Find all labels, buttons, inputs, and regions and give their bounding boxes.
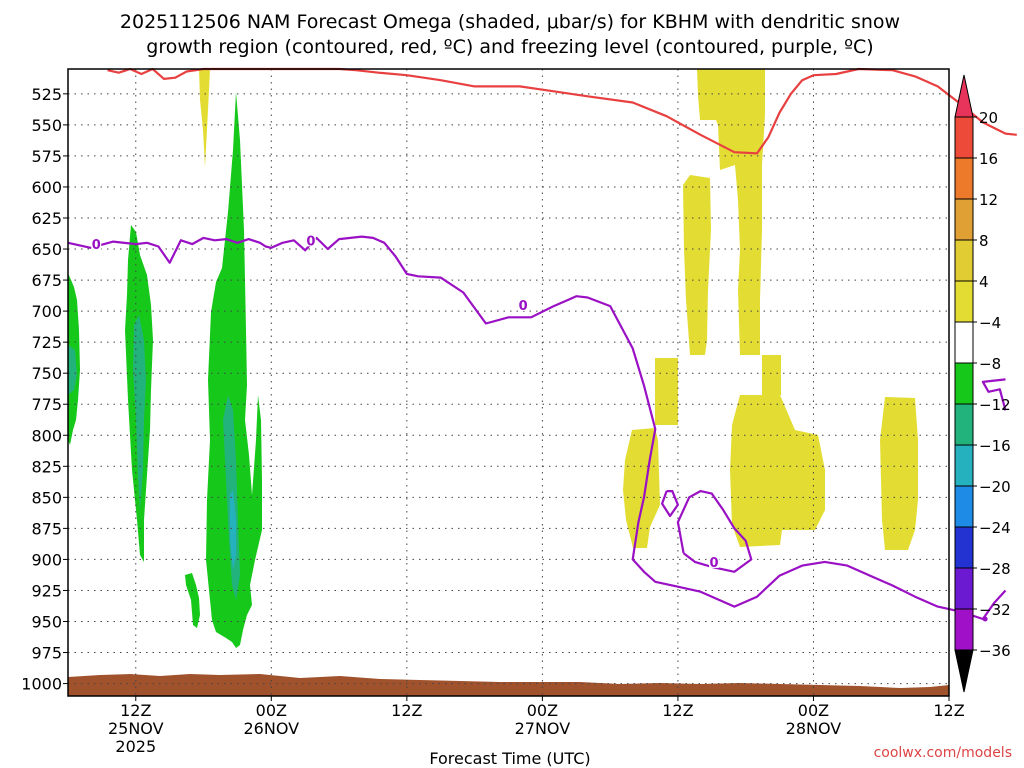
chart-title-line2: growth region (contoured, red, ºC) and f…: [146, 36, 873, 58]
chart-title-line1: 2025112506 NAM Forecast Omega (shaded, μ…: [120, 11, 900, 33]
plot-background: [68, 69, 949, 696]
x-axis-label: Forecast Time (UTC): [429, 749, 590, 768]
y-tick-label: 725: [31, 333, 62, 352]
colorbar-swatch: [955, 117, 973, 158]
colorbar-label: 8: [979, 232, 989, 250]
colorbar-label: 4: [979, 273, 989, 291]
y-tick-label: 625: [31, 209, 62, 228]
x-tick-label: 00Z: [256, 701, 287, 720]
y-tick-label: 550: [31, 116, 62, 135]
omega-region-yellow-e: [762, 355, 781, 395]
omega-region-yellow-g: [880, 397, 918, 550]
colorbar-swatch: [955, 527, 973, 568]
y-tick-label: 700: [31, 302, 62, 321]
colorbar-swatch: [955, 281, 973, 322]
x-tick-date: 25NOV: [108, 719, 164, 738]
y-axis: 525 550 575 600 625 650 675 700 725 750 775 800 825 8…: [21, 85, 68, 694]
contour-label: 0: [92, 238, 101, 253]
x-tick-label: 12Z: [933, 701, 964, 720]
colorbar-label: 16: [979, 150, 998, 168]
y-tick-label: 1000: [21, 675, 62, 694]
colorbar-label: −20: [979, 478, 1011, 496]
colorbar-swatch: [955, 240, 973, 281]
plot-area: 0 0 0 0: [68, 69, 1017, 696]
x-tick-date: 26NOV: [244, 719, 300, 738]
y-tick-label: 950: [31, 613, 62, 632]
omega-time-height-chart: 2025112506 NAM Forecast Omega (shaded, μ…: [0, 0, 1024, 768]
colorbar-label: −36: [979, 642, 1011, 660]
omega-region-yellow-c: [655, 358, 678, 425]
colorbar-swatch: [955, 363, 973, 404]
y-tick-label: 600: [31, 178, 62, 197]
y-tick-label: 675: [31, 271, 62, 290]
x-tick-label: 00Z: [527, 701, 558, 720]
colorbar-top-arrow: [955, 75, 973, 117]
contour-label: 0: [306, 234, 315, 249]
colorbar-swatch: [955, 404, 973, 445]
y-tick-label: 850: [31, 488, 62, 507]
colorbar-swatch: [955, 322, 973, 363]
x-tick-date: 28NOV: [786, 719, 842, 738]
colorbar-swatch: [955, 486, 973, 527]
colorbar-label: −12: [979, 396, 1011, 414]
colorbar-swatch: [955, 445, 973, 486]
y-tick-label: 750: [31, 364, 62, 383]
y-tick-label: 575: [31, 147, 62, 166]
colorbar-bottom-arrow: [955, 650, 973, 692]
colorbar-swatch: [955, 199, 973, 240]
x-tick-label: 00Z: [798, 701, 829, 720]
colorbar-label: −24: [979, 519, 1011, 537]
y-tick-label: 975: [31, 644, 62, 663]
colorbar-label: −16: [979, 437, 1011, 455]
colorbar-label: −4: [979, 314, 1001, 332]
x-tick-label: 12Z: [662, 701, 693, 720]
y-tick-label: 900: [31, 550, 62, 569]
colorbar-swatch: [955, 609, 973, 650]
colorbar-label: −28: [979, 560, 1011, 578]
contour-label: 0: [519, 299, 528, 314]
colorbar-label: −8: [979, 355, 1001, 373]
y-tick-label: 800: [31, 426, 62, 445]
colorbar-swatch: [955, 568, 973, 609]
contour-label: 0: [710, 556, 719, 571]
colorbar-label: −32: [979, 601, 1011, 619]
y-tick-label: 650: [31, 240, 62, 259]
y-tick-label: 775: [31, 395, 62, 414]
colorbar-label: 20: [979, 109, 998, 127]
y-tick-label: 925: [31, 581, 62, 600]
colorbar-label: 12: [979, 191, 998, 209]
y-tick-label: 825: [31, 457, 62, 476]
x-tick-year: 2025: [115, 737, 156, 756]
y-tick-label: 875: [31, 519, 62, 538]
x-tick-date: 27NOV: [515, 719, 571, 738]
x-tick-label: 12Z: [120, 701, 151, 720]
y-tick-label: 525: [31, 85, 62, 104]
x-tick-label: 12Z: [391, 701, 422, 720]
credit-text: coolwx.com/models: [874, 745, 1012, 761]
colorbar-swatch: [955, 158, 973, 199]
